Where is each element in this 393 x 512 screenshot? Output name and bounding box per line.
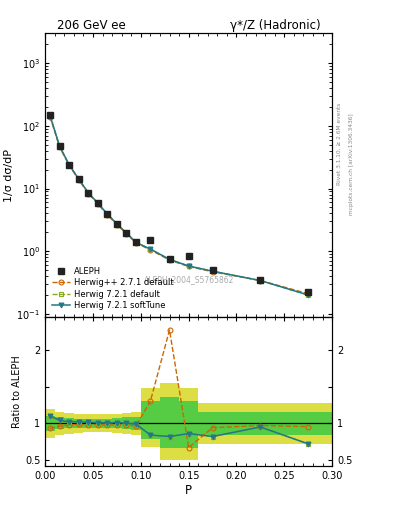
- ALEPH: [167, 256, 172, 262]
- Text: mcplots.cern.ch [arXiv:1306.3436]: mcplots.cern.ch [arXiv:1306.3436]: [349, 113, 354, 215]
- ALEPH: [95, 200, 100, 206]
- Y-axis label: Ratio to ALEPH: Ratio to ALEPH: [12, 355, 22, 428]
- Herwig++ 2.7.1 default: [95, 201, 100, 207]
- ALEPH: [124, 230, 129, 236]
- ALEPH: [67, 162, 72, 168]
- Herwig 7.2.1 default: [86, 189, 90, 196]
- ALEPH: [76, 176, 81, 182]
- Herwig 7.2.1 softTune: [115, 221, 119, 227]
- Herwig 7.2.1 default: [95, 200, 100, 206]
- Text: ALEPH_2004_S5765862: ALEPH_2004_S5765862: [143, 275, 234, 284]
- ALEPH: [86, 190, 90, 196]
- ALEPH: [105, 211, 110, 217]
- ALEPH: [306, 289, 310, 295]
- Line: Herwig++ 2.7.1 default: Herwig++ 2.7.1 default: [48, 114, 310, 296]
- Herwig++ 2.7.1 default: [186, 263, 191, 269]
- Herwig 7.2.1 default: [115, 221, 119, 227]
- Herwig 7.2.1 softTune: [258, 278, 263, 284]
- Herwig 7.2.1 softTune: [186, 263, 191, 269]
- Herwig 7.2.1 softTune: [86, 189, 90, 196]
- Herwig 7.2.1 default: [148, 246, 153, 252]
- Line: Herwig 7.2.1 softTune: Herwig 7.2.1 softTune: [48, 113, 310, 297]
- Herwig 7.2.1 softTune: [167, 257, 172, 263]
- Text: Rivet 3.1.10, ≥ 2.6M events: Rivet 3.1.10, ≥ 2.6M events: [336, 102, 341, 184]
- Herwig++ 2.7.1 default: [210, 269, 215, 275]
- ALEPH: [258, 276, 263, 283]
- Herwig++ 2.7.1 default: [148, 247, 153, 253]
- Herwig 7.2.1 default: [57, 143, 62, 149]
- Herwig++ 2.7.1 default: [105, 212, 110, 218]
- Herwig 7.2.1 softTune: [67, 162, 72, 168]
- Herwig 7.2.1 default: [258, 278, 263, 284]
- Y-axis label: 1/σ dσ/dP: 1/σ dσ/dP: [4, 148, 14, 202]
- Herwig 7.2.1 softTune: [148, 246, 153, 252]
- Herwig++ 2.7.1 default: [167, 257, 172, 263]
- Herwig 7.2.1 default: [186, 263, 191, 269]
- Herwig 7.2.1 default: [124, 230, 129, 236]
- Herwig 7.2.1 default: [210, 268, 215, 274]
- Herwig 7.2.1 softTune: [210, 268, 215, 274]
- Herwig++ 2.7.1 default: [76, 177, 81, 183]
- X-axis label: P: P: [185, 483, 192, 497]
- Herwig 7.2.1 default: [48, 112, 52, 118]
- Herwig 7.2.1 softTune: [48, 112, 52, 118]
- ALEPH: [134, 239, 138, 245]
- ALEPH: [115, 221, 119, 227]
- Line: ALEPH: ALEPH: [47, 112, 311, 295]
- Herwig++ 2.7.1 default: [67, 162, 72, 168]
- Herwig 7.2.1 default: [105, 211, 110, 217]
- Herwig++ 2.7.1 default: [57, 144, 62, 150]
- Herwig 7.2.1 default: [76, 176, 81, 182]
- Herwig++ 2.7.1 default: [86, 190, 90, 197]
- Herwig 7.2.1 softTune: [95, 200, 100, 206]
- Text: γ*/Z (Hadronic): γ*/Z (Hadronic): [230, 19, 321, 32]
- Herwig 7.2.1 default: [134, 239, 138, 245]
- Herwig++ 2.7.1 default: [306, 291, 310, 297]
- Herwig++ 2.7.1 default: [134, 240, 138, 246]
- ALEPH: [57, 143, 62, 149]
- Herwig++ 2.7.1 default: [124, 230, 129, 237]
- Herwig 7.2.1 softTune: [124, 230, 129, 236]
- Line: Herwig 7.2.1 default: Herwig 7.2.1 default: [48, 113, 310, 297]
- ALEPH: [48, 112, 52, 118]
- Herwig 7.2.1 softTune: [76, 176, 81, 182]
- Herwig++ 2.7.1 default: [258, 278, 263, 284]
- ALEPH: [148, 237, 153, 243]
- Herwig 7.2.1 softTune: [105, 211, 110, 217]
- Herwig 7.2.1 default: [167, 257, 172, 263]
- ALEPH: [210, 267, 215, 273]
- ALEPH: [186, 252, 191, 259]
- Herwig 7.2.1 softTune: [134, 239, 138, 245]
- Herwig++ 2.7.1 default: [48, 114, 52, 120]
- Herwig 7.2.1 default: [67, 162, 72, 168]
- Legend: ALEPH, Herwig++ 2.7.1 default, Herwig 7.2.1 default, Herwig 7.2.1 softTune: ALEPH, Herwig++ 2.7.1 default, Herwig 7.…: [50, 264, 176, 312]
- Herwig 7.2.1 softTune: [57, 143, 62, 149]
- Herwig 7.2.1 default: [306, 292, 310, 298]
- Herwig 7.2.1 softTune: [306, 292, 310, 298]
- Herwig++ 2.7.1 default: [115, 222, 119, 228]
- Text: 206 GeV ee: 206 GeV ee: [57, 19, 125, 32]
